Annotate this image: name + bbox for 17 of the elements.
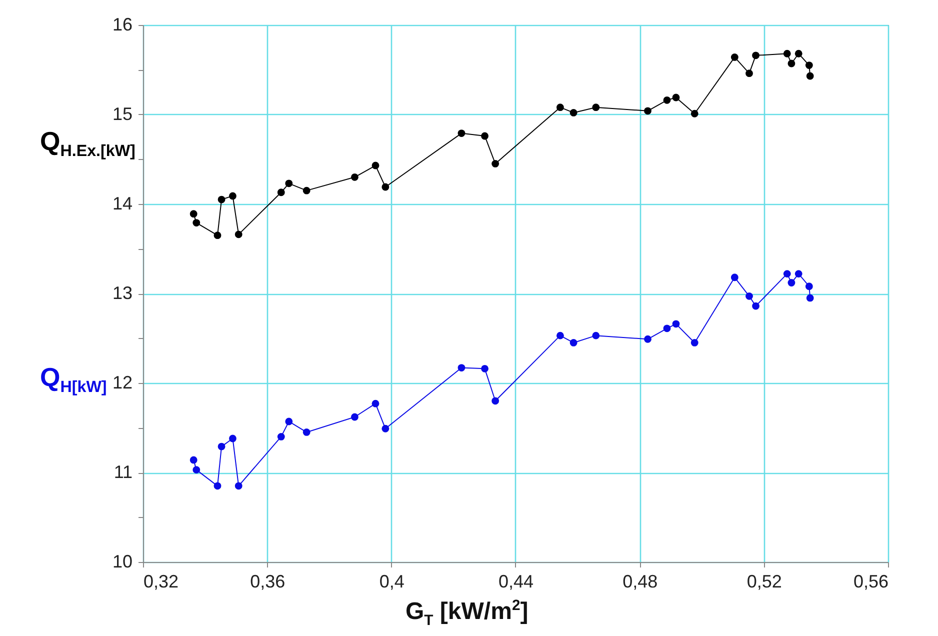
y-tick-label: 13	[112, 283, 132, 303]
x-tick-label: 0,44	[498, 572, 534, 592]
y-tick-label: 11	[114, 462, 132, 482]
text: Q$_{H[kW]}$	[40, 362, 107, 398]
x-axis-title: G$_{T}$ [kW/m$^{2}$]	[406, 598, 528, 629]
x-tick-label: 0,4	[379, 572, 404, 592]
y-tick-label: 15	[112, 104, 132, 124]
y-tick-label: 14	[112, 194, 132, 214]
x-tick-label: 0,48	[622, 572, 658, 592]
y-tick-label: 12	[112, 372, 132, 392]
x-tick-label: 0,52	[746, 572, 782, 592]
x-tick-label: 0,32	[144, 572, 179, 592]
x-tick-label: 0,36	[250, 572, 286, 592]
text: Q$_{H.Ex.[kW]}$	[40, 126, 136, 162]
x-tick-label: 0,56	[853, 572, 888, 592]
y-tick-label: 16	[112, 14, 132, 34]
y-tick-label: 10	[112, 552, 132, 572]
